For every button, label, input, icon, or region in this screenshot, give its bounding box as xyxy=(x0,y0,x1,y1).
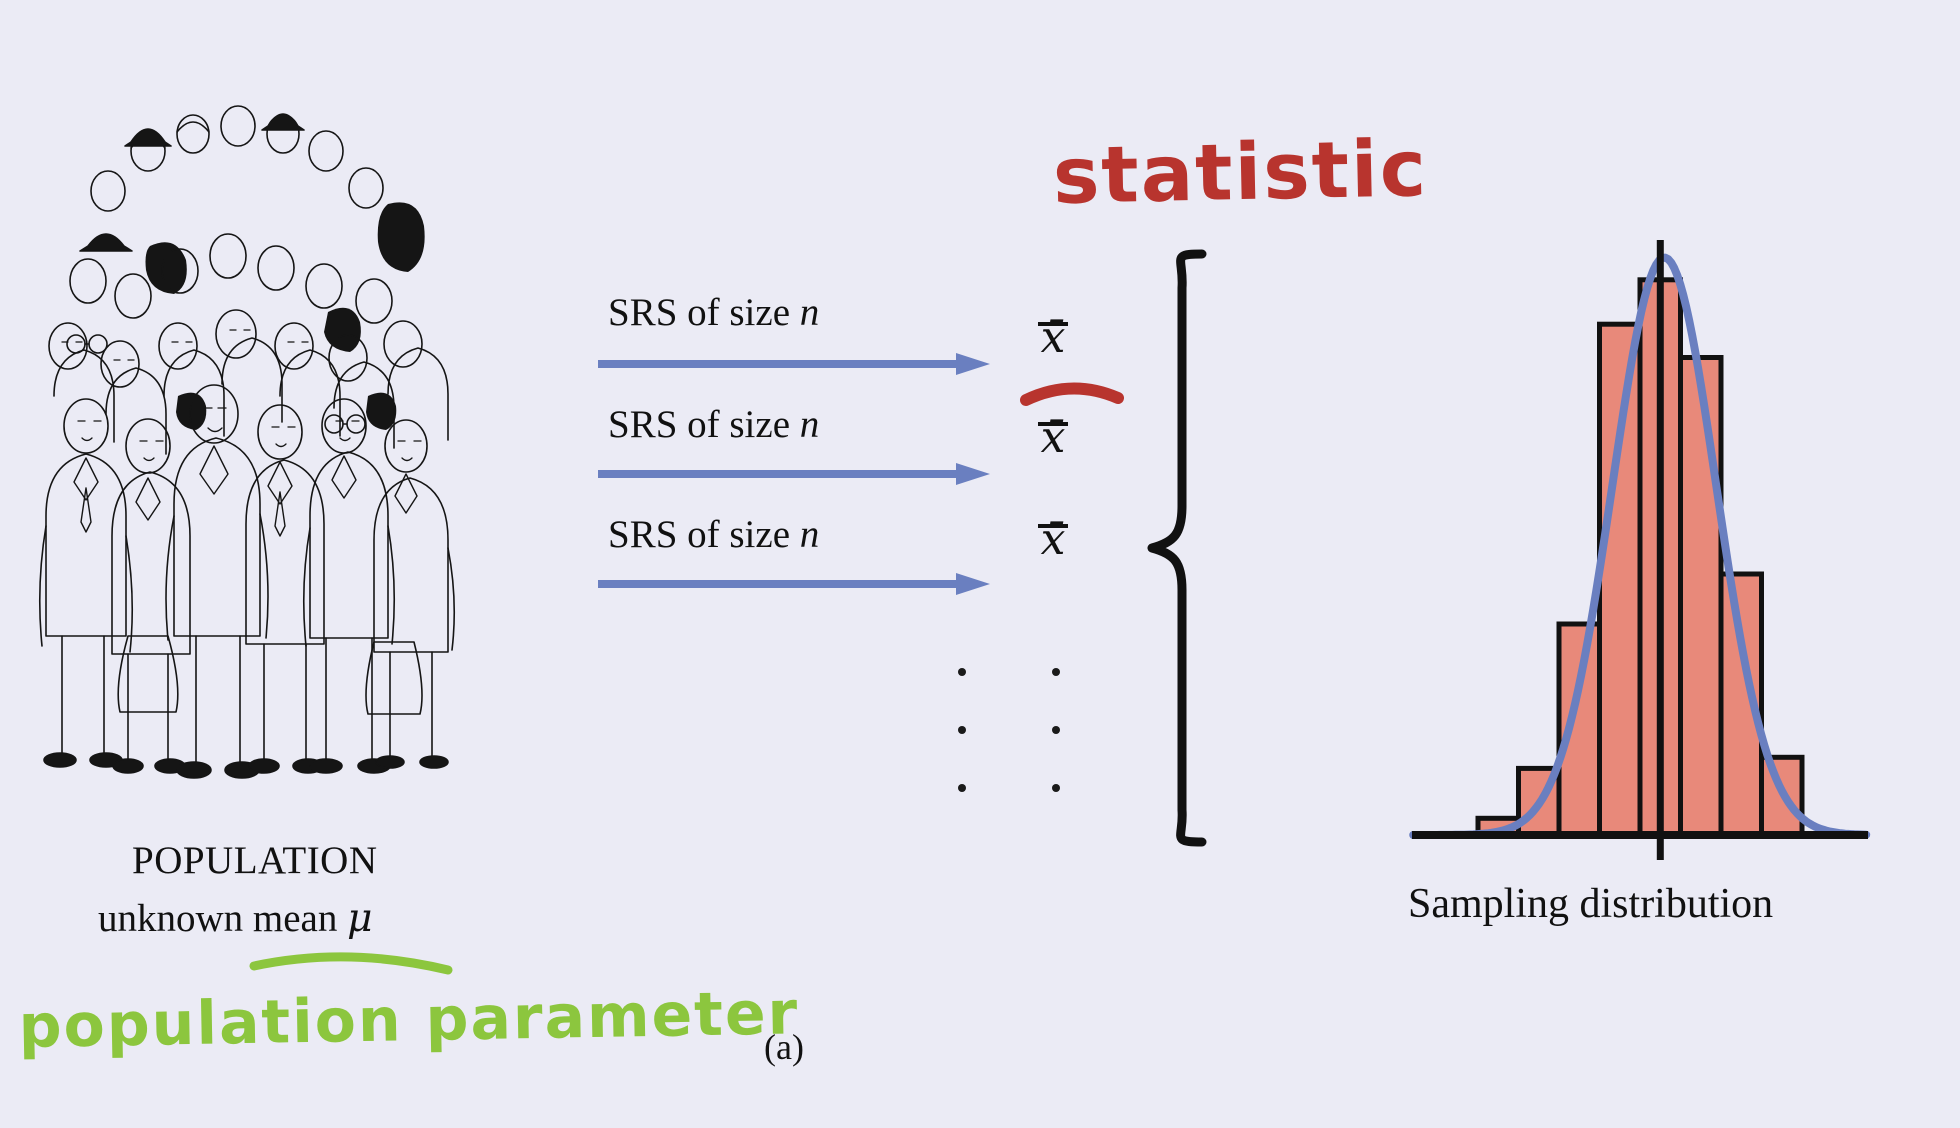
figure-label: (a) xyxy=(764,1027,804,1067)
statistic-xbar-1: x̄ xyxy=(1038,316,1068,360)
statistic-column-dot-3 xyxy=(1052,784,1060,792)
mu-symbol: μ xyxy=(347,896,373,941)
statistic-xbar-3: x̄ xyxy=(1038,518,1068,562)
xbar-overline-1 xyxy=(1038,322,1068,326)
red-underline-annotation xyxy=(1020,382,1124,406)
population-parameter-annotation: population parameter xyxy=(18,978,800,1062)
sampling-distribution-chart xyxy=(1409,240,1871,860)
xbar-overline-2 xyxy=(1038,422,1068,426)
histogram-bars xyxy=(1475,277,1805,838)
green-underline-annotation xyxy=(249,952,453,975)
sampling-distribution-label: Sampling distribution xyxy=(1408,881,1774,927)
srs-label-2: SRS of size n xyxy=(608,402,819,447)
xbar-overline-3 xyxy=(1038,524,1068,528)
srs-n-symbol-2: n xyxy=(799,403,820,446)
statistic-xbar-2: x̄ xyxy=(1038,416,1068,460)
srs-arrow-2 xyxy=(598,463,990,485)
srs-label-text-3: SRS of size xyxy=(608,513,800,556)
population-mean-text: unknown mean xyxy=(98,897,348,940)
srs-label-1: SRS of size n xyxy=(608,290,819,335)
population-crowd-illustration xyxy=(28,96,478,796)
srs-arrow-3 xyxy=(598,573,990,595)
srs-arrow-1 xyxy=(598,353,990,375)
histogram-bar xyxy=(1597,321,1643,838)
arrow-column-dot-2 xyxy=(958,726,966,734)
srs-n-symbol-1: n xyxy=(799,291,820,334)
srs-label-text-2: SRS of size xyxy=(608,403,800,446)
histogram-bar xyxy=(1678,355,1724,838)
srs-label-text-1: SRS of size xyxy=(608,291,800,334)
grouping-brace xyxy=(1147,249,1207,847)
population-mean-label: unknown mean μ xyxy=(98,896,372,941)
statistic-column-dot-2 xyxy=(1052,726,1060,734)
statistic-column-dot-1 xyxy=(1052,668,1060,676)
srs-n-symbol-3: n xyxy=(799,513,820,556)
arrow-column-dot-3 xyxy=(958,784,966,792)
srs-label-3: SRS of size n xyxy=(608,512,819,557)
arrow-column-dot-1 xyxy=(958,668,966,676)
population-title: POPULATION xyxy=(132,839,378,882)
statistic-annotation: statistic xyxy=(1052,124,1429,222)
